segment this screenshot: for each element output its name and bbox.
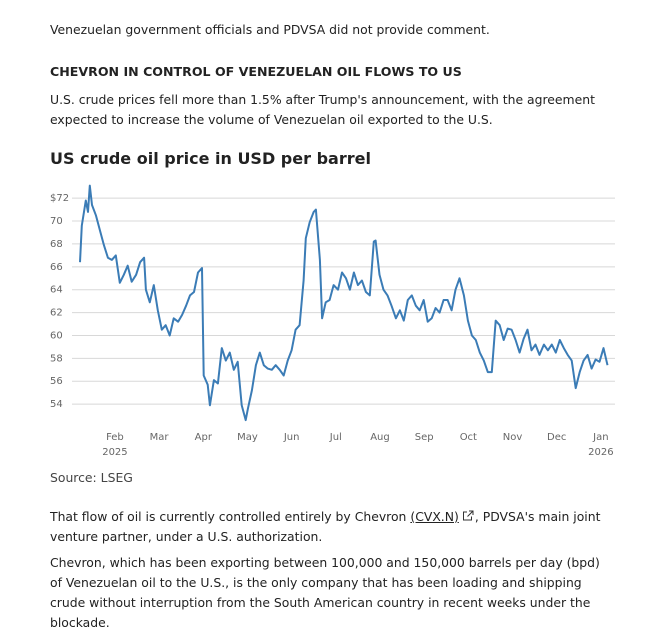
text: , PDVSA's main joint venture partner, un… [50,509,601,544]
x-tick-label: Sep [415,432,434,443]
paragraph: Chevron, which has been exporting betwee… [50,555,600,630]
x-tick-label: Aug [370,432,390,443]
text: That flow of oil is currently controlled… [50,509,411,524]
chart-title: US crude oil price in USD per barrel [50,149,371,168]
x-year-label: 2025 [102,447,127,458]
y-tick-label: 66 [50,262,63,273]
x-tick-label: Dec [547,432,566,443]
chart-source: Source: LSEG [50,470,133,485]
x-tick-label: Jun [283,432,300,443]
external-icon [462,510,474,521]
y-tick-label: 54 [50,399,63,410]
y-tick-label: 68 [50,239,63,250]
chart: 54 56 58 60 62 64 66 68 70 $72 Feb Mar Apr May Jun Jul A… [50,184,615,458]
x-tick-label: May [237,432,258,443]
y-tick-label: 58 [50,353,63,364]
y-tick-label: 70 [50,216,63,227]
y-tick-label: $72 [50,193,69,204]
x-tick-label: Nov [503,432,523,443]
paragraph: U.S. crude prices fell more than 1.5% af… [50,92,595,127]
link[interactable]: (CVX.N) [410,509,459,524]
y-tick-label: 56 [50,376,63,387]
paragraph: That flow of oil is currently controlled… [50,507,610,547]
x-tick-label: Feb [106,432,124,443]
x-year-label: 2026 [588,447,613,458]
y-tick-label: 64 [50,285,63,296]
paragraph: Venezuelan government officials and PDVS… [50,22,490,37]
x-tick-label: Mar [150,432,170,443]
x-tick-label: Jan [592,432,608,443]
x-tick-label: Jul [329,432,342,443]
x-tick-label: Apr [195,432,213,443]
x-tick-label: Oct [460,432,477,443]
section-heading: CHEVRON IN CONTROL OF VENEZUELAN OIL FLO… [50,64,462,79]
y-tick-label: 62 [50,308,63,319]
y-tick-label: 60 [50,330,63,341]
price-line [79,184,609,422]
